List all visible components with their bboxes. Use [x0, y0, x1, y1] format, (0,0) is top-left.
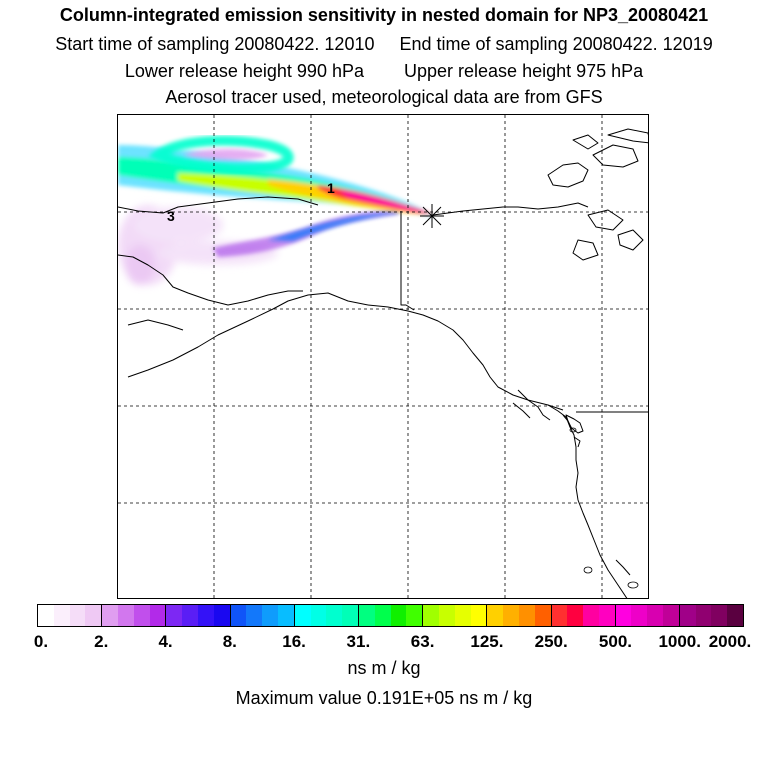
- colorbar-tick-labels: 0. 2. 4. 8. 16. 31. 63. 125. 250. 500. 1000. 2000.: [0, 632, 768, 654]
- tracer-note: Aerosol tracer used, meteorological data…: [165, 87, 603, 107]
- colorbar-cell: [438, 605, 455, 626]
- colorbar-tick-label: 16.: [282, 632, 306, 651]
- graticule: [118, 115, 648, 598]
- colorbar-cell: [277, 605, 295, 626]
- colorbar-tick-label: 2.: [94, 632, 109, 651]
- colorbar-cell: [615, 605, 632, 626]
- colorbar-cell: [102, 605, 118, 626]
- start-time-text: Start time of sampling 20080422. 12010: [55, 34, 375, 54]
- colorbar-cell: [149, 605, 167, 626]
- release-heights: Lower release height 990 hPa Upper relea…: [0, 60, 768, 82]
- colorbar-cell: [679, 605, 696, 626]
- colorbar-cell: [182, 605, 198, 626]
- map-svg: 1 3: [118, 115, 648, 598]
- colorbar-cell: [85, 605, 103, 626]
- colorbar-cell: [727, 605, 744, 626]
- colorbar-cell: [374, 605, 391, 626]
- colorbar-cell: [166, 605, 183, 626]
- colorbar-tick-label: 4.: [158, 632, 173, 651]
- colorbar-tick-label: 2000.: [708, 632, 752, 651]
- colorbar-cell: [518, 605, 535, 626]
- colorbar-cell: [534, 605, 552, 626]
- colorbar-cell: [663, 605, 680, 626]
- upper-release-text: Upper release height 975 hPa: [404, 61, 644, 81]
- colorbar-cell: [53, 605, 70, 626]
- colorbar-tick-label: 63.: [410, 632, 435, 651]
- plume-main: [118, 145, 433, 217]
- colorbar-cell: [358, 605, 375, 626]
- maximum-value-label: Maximum value 0.191E+05 ns m / kg: [235, 688, 533, 708]
- colorbar-cell: [583, 605, 599, 626]
- colorbar: [37, 604, 744, 627]
- colorbar-cell: [197, 605, 214, 626]
- colorbar-cell: [503, 605, 519, 626]
- plume-upper-loop: [147, 135, 294, 174]
- colorbar-cell: [567, 605, 584, 626]
- colorbar-cell: [38, 605, 54, 626]
- colorbar-tick-label: 250.: [534, 632, 568, 651]
- colorbar-cell: [647, 605, 664, 626]
- plume-upper-loop-inner: [183, 149, 268, 160]
- colorbar-cell: [423, 605, 439, 626]
- colorbar-cell: [551, 605, 568, 626]
- plot-title: Column-integrated emission sensitivity i…: [59, 5, 709, 25]
- colorbar-tick-label: 125.: [470, 632, 504, 651]
- colorbar-cell: [310, 605, 327, 626]
- colorbar-cell: [390, 605, 407, 626]
- colorbar-tick-label: 0.: [33, 632, 49, 651]
- units-label: ns m / kg: [347, 658, 421, 678]
- colorbar-cell: [631, 605, 648, 626]
- colorbar-tick-label: 1000.: [658, 632, 701, 651]
- release-point-star: [420, 204, 444, 228]
- colorbar-cell: [487, 605, 504, 626]
- colorbar-cell: [695, 605, 712, 626]
- colorbar-cell: [454, 605, 471, 626]
- colorbar-cell: [133, 605, 150, 626]
- colorbar-cell: [406, 605, 424, 626]
- colorbar-tick-label: 31.: [346, 632, 371, 651]
- colorbar-cell: [598, 605, 616, 626]
- colorbar-cell: [294, 605, 311, 626]
- end-time-text: End time of sampling 20080422. 12019: [399, 34, 713, 54]
- map-panel: 1 3: [117, 114, 649, 599]
- colorbar-cell: [262, 605, 278, 626]
- colorbar-cell: [470, 605, 488, 626]
- colorbar-cell: [342, 605, 359, 626]
- colorbar-tick-label: 500.: [598, 632, 632, 651]
- colorbar-cell: [246, 605, 263, 626]
- plume-lower-arm-core: [268, 211, 398, 241]
- colorbar-cell: [230, 605, 247, 626]
- coastlines: [118, 128, 648, 598]
- lower-release-text: Lower release height 990 hPa: [124, 61, 364, 81]
- contour-label-1: 1: [327, 180, 335, 196]
- colorbar-cell: [326, 605, 343, 626]
- contour-label-3: 3: [167, 208, 175, 224]
- colorbar-cell: [69, 605, 86, 626]
- colorbar-cell: [711, 605, 728, 626]
- sampling-times: Start time of sampling 20080422. 12010 E…: [0, 33, 768, 55]
- colorbar-cell: [213, 605, 231, 626]
- colorbar-tick-label: 8.: [222, 632, 237, 651]
- lakes: [569, 427, 639, 589]
- colorbar-cell: [117, 605, 134, 626]
